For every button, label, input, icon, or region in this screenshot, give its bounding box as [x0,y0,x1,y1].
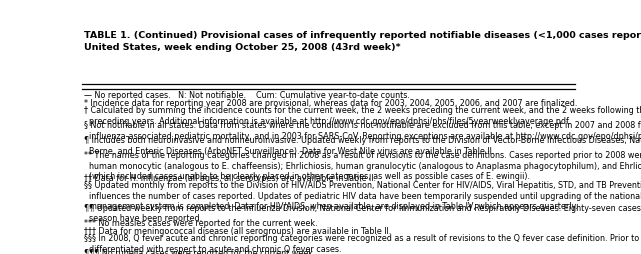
Text: † Calculated by summing the incidence counts for the current week, the 2 weeks p: † Calculated by summing the incidence co… [84,106,641,125]
Text: — No reported cases.   N: Not notifiable.    Cum: Cumulative year-to-date counts: — No reported cases. N: Not notifiable. … [84,91,410,100]
Text: ¶¶¶ No rubella cases were reported for the current week.: ¶¶¶ No rubella cases were reported for t… [84,249,315,254]
Text: § Not notifiable in all states. Data from states where the condition is not noti: § Not notifiable in all states. Data fro… [84,121,641,141]
Text: ** The names of the reporting categories changed in 2008 as a result of revision: ** The names of the reporting categories… [84,151,641,181]
Text: TABLE 1. (Continued) Provisional cases of infrequently reported notifiable disea: TABLE 1. (Continued) Provisional cases o… [84,31,641,52]
Text: ¶¶ Updated weekly from reports to the Influenza Division, National Center for Im: ¶¶ Updated weekly from reports to the In… [84,204,641,224]
Text: ¶ Includes both neuroinvasive and nonneuroinvasive. Updated weekly from reports : ¶ Includes both neuroinvasive and nonneu… [84,136,641,156]
Text: * Incidence data for reporting year 2008 are provisional, whereas data for 2003,: * Incidence data for reporting year 2008… [84,99,578,108]
Text: *** No measles cases were reported for the current week.: *** No measles cases were reported for t… [84,219,318,228]
Text: §§§ In 2008, Q fever acute and chronic reporting categories were recognized as a: §§§ In 2008, Q fever acute and chronic r… [84,234,641,253]
Text: §§ Updated monthly from reports to the Division of HIV/AIDS Prevention, National: §§ Updated monthly from reports to the D… [84,181,641,211]
Text: ††† Data for meningococcal disease (all serogroups) are available in Table II.: ††† Data for meningococcal disease (all … [84,227,392,236]
Text: †† Data for H. influenzae (all ages, all serotypes) are available in Table II.: †† Data for H. influenzae (all ages, all… [84,174,376,183]
